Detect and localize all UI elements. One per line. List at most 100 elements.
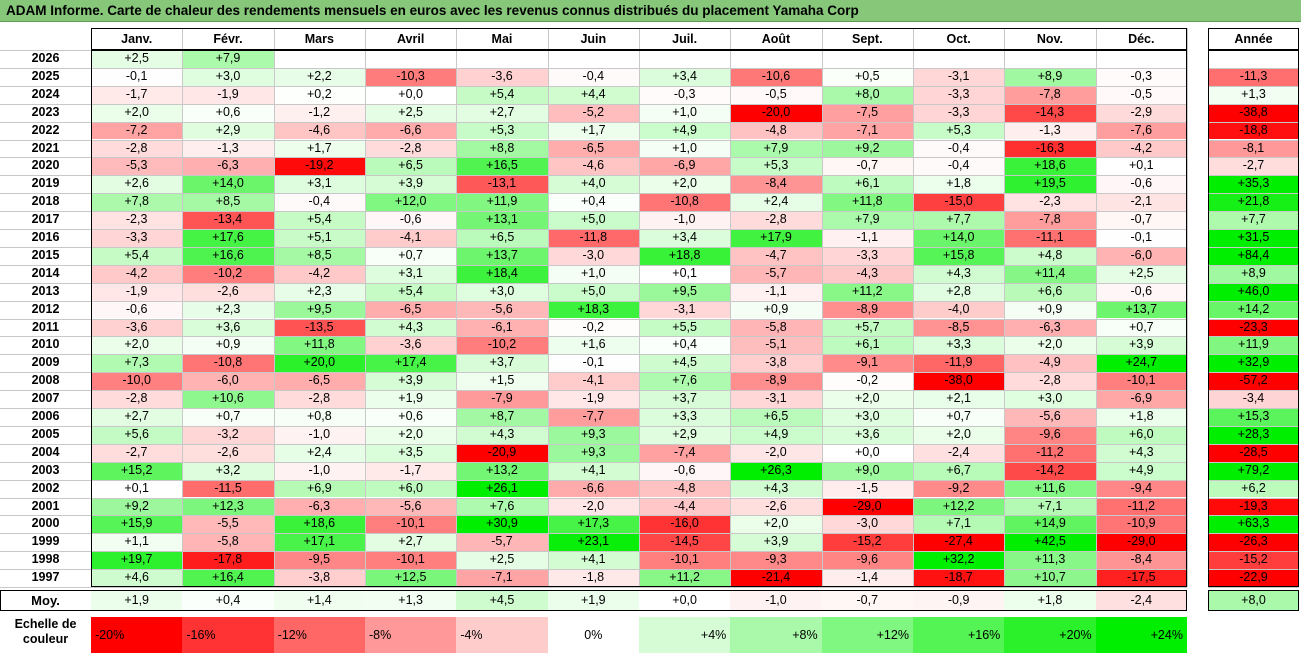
gridline (0, 372, 1187, 374)
heat-cell: +15,2 (91, 461, 183, 480)
heat-cell: -8,9 (730, 372, 822, 391)
color-scale-label-line1: Echelle de (14, 617, 77, 631)
year-total-cell: +28,3 (1208, 425, 1299, 444)
heat-cell: +0,5 (821, 67, 913, 86)
gridline (0, 157, 1187, 159)
average-cell: +1,3 (364, 590, 457, 611)
heat-cell: +2,4 (273, 443, 365, 462)
heat-cell: -16,0 (638, 515, 731, 534)
gridline (1208, 157, 1299, 159)
heat-cell: +9,5 (273, 300, 365, 319)
average-cell: +1,9 (91, 590, 183, 611)
year-label: 2015 (31, 247, 60, 262)
heat-cell: +6,5 (730, 408, 822, 426)
year-label: 1998 (31, 552, 60, 567)
heat-cell: +12,5 (364, 569, 457, 587)
heat-cell: +5,4 (364, 282, 457, 301)
gridline (1208, 551, 1299, 553)
average-cell: +1,9 (547, 590, 639, 611)
year-total-cell: +79,2 (1208, 461, 1299, 480)
gridline (1208, 408, 1299, 409)
year-label: 2026 (31, 51, 60, 65)
heat-cell: +10,7 (1004, 569, 1096, 587)
heat-cell: -9,3 (730, 551, 822, 570)
gridline (0, 390, 1187, 392)
heat-cell: +6,1 (821, 336, 913, 355)
gridline (1208, 139, 1299, 141)
heat-cell: +11,6 (1004, 479, 1096, 498)
gridline (364, 28, 366, 587)
heat-cell: +5,0 (547, 211, 639, 229)
year-total-cell: -8,1 (1208, 139, 1299, 158)
year-label: 2020 (31, 158, 60, 173)
heat-cell: -2,4 (912, 443, 1005, 462)
year-label: 2025 (31, 68, 60, 83)
year-total-cell: +31,5 (1208, 229, 1299, 247)
gridline (547, 28, 549, 587)
heat-cell: -13,5 (273, 318, 365, 337)
heat-cell: +5,6 (91, 425, 183, 444)
heat-cell: +3,2 (182, 461, 274, 480)
heat-cell: +32,2 (912, 551, 1005, 570)
report-title: ADAM Informe. Carte de chaleur des rende… (0, 0, 1301, 22)
heat-cell: +3,0 (182, 67, 274, 86)
heat-cell: +17,9 (730, 229, 822, 247)
year-label: 2009 (31, 355, 60, 370)
heat-cell: +1,1 (91, 533, 183, 552)
heat-cell: +5,4 (91, 246, 183, 265)
heat-cell: -3,1 (638, 300, 731, 319)
gridline (0, 461, 1187, 463)
heat-cell: +1,8 (1095, 408, 1187, 426)
heat-cell: +0,9 (730, 300, 822, 319)
heat-cell: -3,1 (730, 390, 822, 408)
heat-cell: -2,9 (1095, 103, 1187, 122)
heat-cell: -10,8 (182, 354, 274, 373)
heat-cell: -1,3 (1004, 121, 1096, 140)
heat-cell: -10,3 (364, 67, 457, 86)
gridline (1208, 103, 1299, 105)
average-cell: +1,4 (273, 590, 365, 611)
heat-cell: +11,2 (638, 569, 731, 587)
gridline (0, 354, 1187, 356)
heat-cell: -9,4 (1095, 479, 1187, 498)
heat-cell: -38,0 (912, 372, 1005, 391)
heat-cell: -6,0 (182, 372, 274, 391)
heat-cell: -11,1 (1004, 229, 1096, 247)
gridline (1208, 50, 1299, 51)
heat-cell: -6,9 (1095, 390, 1187, 408)
heat-cell: -13,4 (182, 211, 274, 229)
heat-cell: +7,9 (730, 139, 822, 158)
year-total-cell: -15,2 (1208, 551, 1299, 570)
heat-cell: +7,1 (912, 515, 1005, 534)
year-total-cell: -28,5 (1208, 443, 1299, 462)
heat-cell: -2,8 (1004, 372, 1096, 391)
heat-cell: -5,6 (456, 300, 548, 319)
gridline (0, 408, 1187, 409)
heat-cell: +2,0 (364, 425, 457, 444)
heat-cell: +42,5 (1004, 533, 1096, 552)
gridline (1208, 479, 1299, 481)
heat-cell: -6,0 (1095, 246, 1187, 265)
heat-cell: +2,0 (730, 515, 822, 534)
gridline (0, 121, 1187, 123)
heat-cell: +26,3 (730, 461, 822, 480)
heat-cell: -5,1 (730, 336, 822, 355)
heat-cell: -7,8 (1004, 211, 1096, 229)
year-label: 2011 (31, 319, 60, 334)
heat-cell: +18,3 (547, 300, 639, 319)
gridline (0, 85, 1187, 87)
heat-cell: -10,9 (1095, 515, 1187, 534)
heat-cell: +3,5 (364, 443, 457, 462)
color-scale-swatch: -8% (364, 617, 457, 653)
heat-cell: +0,4 (638, 336, 731, 355)
gridline (0, 103, 1187, 105)
heat-cell: +4,5 (638, 354, 731, 373)
year-label: 2007 (31, 391, 60, 406)
heat-cell: +11,2 (821, 282, 913, 301)
heat-cell: +9,3 (547, 443, 639, 462)
heat-cell: +3,6 (821, 425, 913, 444)
heat-cell: -14,2 (1004, 461, 1096, 480)
heat-cell: -3,3 (912, 103, 1005, 122)
gridline (0, 318, 1187, 320)
heat-cell: -4,4 (638, 497, 731, 516)
